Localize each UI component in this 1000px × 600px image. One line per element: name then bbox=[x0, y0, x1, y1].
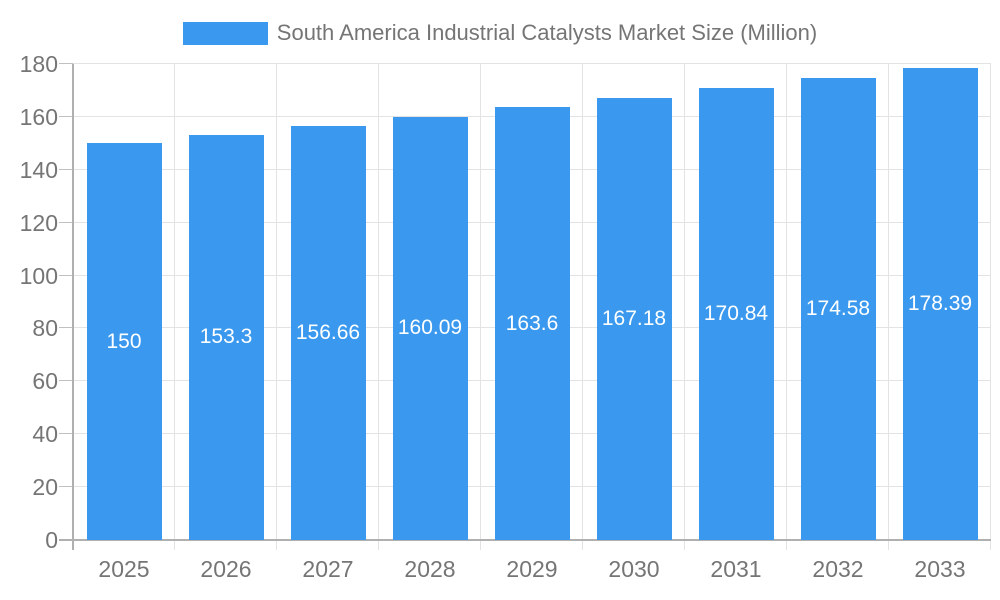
y-axis-label: 20 bbox=[32, 474, 58, 501]
ytick-mark bbox=[59, 433, 73, 435]
bar-2025[interactable]: 150 bbox=[86, 143, 162, 540]
gridline-x-9 bbox=[990, 64, 991, 550]
gridline-x-6 bbox=[684, 64, 685, 550]
y-axis-label: 140 bbox=[19, 156, 58, 183]
bar-2027[interactable]: 156.66 bbox=[290, 125, 366, 540]
ytick-mark bbox=[59, 486, 73, 488]
gridline-x-2 bbox=[276, 64, 277, 550]
x-axis-label: 2028 bbox=[404, 556, 456, 582]
bar-2032[interactable]: 174.58 bbox=[800, 78, 876, 540]
bar-2030[interactable]: 167.18 bbox=[596, 97, 672, 540]
chart-legend[interactable]: South America Industrial Catalysts Marke… bbox=[0, 18, 1000, 48]
y-axis-label: 80 bbox=[32, 315, 58, 342]
bar-value-label: 167.18 bbox=[601, 306, 667, 330]
bar-2033[interactable]: 178.39 bbox=[902, 68, 978, 540]
x-axis-label: 2030 bbox=[608, 556, 660, 582]
bar-value-label: 150 bbox=[106, 329, 142, 353]
y-axis-label: 0 bbox=[45, 527, 58, 553]
x-axis-label: 2033 bbox=[914, 556, 966, 582]
y-axis-label: 160 bbox=[19, 103, 58, 130]
bar-2031[interactable]: 170.84 bbox=[698, 88, 774, 540]
gridline-x-5 bbox=[582, 64, 583, 550]
gridline-y-180 bbox=[73, 63, 991, 64]
bar-2029[interactable]: 163.6 bbox=[494, 107, 570, 540]
x-axis-line bbox=[59, 539, 991, 541]
bar-value-label: 163.6 bbox=[505, 311, 559, 335]
bar-value-label: 170.84 bbox=[703, 302, 769, 326]
bar-value-label: 174.58 bbox=[805, 297, 871, 321]
ytick-mark bbox=[59, 115, 73, 117]
y-axis-label: 100 bbox=[19, 262, 58, 289]
x-axis-label: 2032 bbox=[812, 556, 864, 582]
y-axis-line bbox=[72, 64, 74, 550]
ytick-mark bbox=[59, 168, 73, 170]
gridline-x-7 bbox=[786, 64, 787, 550]
y-axis-label: 180 bbox=[19, 51, 58, 77]
x-axis-label: 2026 bbox=[200, 556, 252, 582]
bar-value-label: 156.66 bbox=[295, 320, 361, 344]
ytick-mark bbox=[59, 63, 73, 64]
chart-title: South America Industrial Catalysts Marke… bbox=[276, 20, 818, 45]
gridline-x-8 bbox=[888, 64, 889, 550]
gridline-x-3 bbox=[378, 64, 379, 550]
x-axis-label: 2031 bbox=[710, 556, 762, 582]
bar-2026[interactable]: 153.3 bbox=[188, 134, 264, 540]
bar-2028[interactable]: 160.09 bbox=[392, 116, 468, 540]
y-axis-label: 120 bbox=[19, 209, 58, 236]
ytick-mark bbox=[59, 380, 73, 382]
x-axis-label: 2025 bbox=[98, 556, 150, 582]
x-axis-label: 2029 bbox=[506, 556, 558, 582]
ytick-mark bbox=[59, 221, 73, 223]
legend-swatch bbox=[182, 21, 268, 45]
ytick-mark bbox=[59, 327, 73, 329]
bar-value-label: 160.09 bbox=[397, 316, 463, 340]
x-axis-label: 2027 bbox=[302, 556, 354, 582]
ytick-mark bbox=[59, 274, 73, 276]
gridline-x-4 bbox=[480, 64, 481, 550]
bar-value-label: 153.3 bbox=[199, 325, 253, 349]
bar-value-label: 178.39 bbox=[907, 292, 973, 316]
y-axis-label: 40 bbox=[32, 421, 58, 448]
gridline-x-1 bbox=[174, 64, 175, 550]
y-axis-label: 60 bbox=[32, 368, 58, 395]
